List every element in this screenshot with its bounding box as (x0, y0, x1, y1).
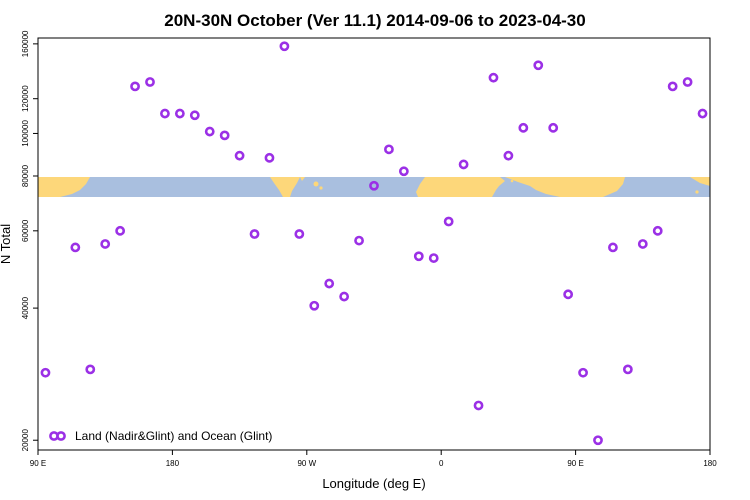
map-land (270, 177, 300, 197)
data-point (428, 253, 439, 263)
data-point (608, 242, 618, 253)
legend-label: Land (Nadir&Glint) and Ocean (Glint) (75, 429, 272, 443)
data-point (413, 251, 424, 262)
y-tick-label: 20000 (21, 429, 30, 452)
data-point (115, 225, 126, 236)
data-points (40, 41, 708, 446)
map-island (695, 190, 699, 194)
x-tick-label: 90 E (30, 459, 46, 468)
data-point (518, 122, 529, 133)
data-point (249, 229, 260, 239)
y-tick-label: 40000 (21, 296, 30, 319)
plot-frame (37, 37, 711, 451)
data-point (309, 300, 320, 311)
y-axis: 20000 40000 60000 80000 100000 120000 160000 (21, 30, 38, 451)
map-island (510, 179, 514, 183)
data-point (697, 108, 708, 119)
data-point (279, 41, 290, 52)
data-point (189, 110, 200, 121)
map-island (319, 186, 323, 190)
data-point (354, 235, 364, 246)
data-point (264, 152, 275, 163)
data-point (622, 364, 633, 375)
x-axis: 90 E 180 90 W 0 90 E 180 (30, 450, 717, 468)
data-point (563, 289, 574, 300)
map-land (300, 177, 305, 181)
data-point (488, 72, 499, 83)
data-point (160, 108, 170, 119)
map-land (416, 177, 505, 197)
y-tick-label: 100000 (21, 120, 30, 147)
y-tick-label: 160000 (21, 30, 30, 57)
data-point (398, 166, 409, 177)
x-tick-label: 90 E (567, 459, 583, 468)
x-tick-label: 180 (166, 459, 180, 468)
x-tick-label: 90 W (297, 459, 316, 468)
data-point (667, 81, 678, 92)
data-point (40, 367, 51, 378)
y-tick-label: 120000 (21, 85, 30, 112)
data-point (443, 216, 454, 227)
data-point (369, 180, 379, 191)
data-point (130, 81, 140, 92)
data-point (85, 364, 96, 375)
x-tick-label: 0 (439, 459, 444, 468)
data-point (234, 150, 245, 161)
data-point (219, 130, 230, 141)
map-land (505, 177, 625, 197)
data-point (593, 435, 603, 446)
chart-title: 20N-30N October (Ver 11.1) 2014-09-06 to… (164, 11, 585, 30)
data-point (578, 367, 588, 378)
data-point (174, 108, 185, 119)
world-map-strip (38, 177, 710, 197)
y-axis-label: N Total (0, 224, 13, 264)
data-point (458, 159, 469, 170)
x-tick-label: 180 (703, 459, 717, 468)
data-point (384, 144, 394, 155)
data-point (548, 122, 559, 133)
legend: Land (Nadir&Glint) and Ocean (Glint) (49, 429, 272, 443)
y-tick-label: 80000 (21, 164, 30, 187)
data-point (533, 60, 544, 71)
legend-marker (56, 431, 66, 441)
map-land (38, 177, 90, 197)
y-tick-label: 60000 (21, 219, 30, 242)
data-point (652, 225, 663, 236)
data-point (324, 278, 335, 289)
data-point (100, 239, 111, 249)
data-point (682, 77, 693, 87)
map-island (531, 178, 535, 182)
x-axis-label: Longitude (deg E) (322, 476, 425, 491)
data-point (339, 291, 350, 302)
data-point (204, 126, 215, 137)
data-point (70, 242, 81, 253)
data-point (503, 150, 514, 161)
data-point (294, 229, 305, 239)
map-land (690, 177, 710, 186)
data-point (473, 400, 484, 411)
data-point (637, 239, 648, 249)
map-island (313, 181, 319, 187)
data-point (145, 77, 155, 87)
